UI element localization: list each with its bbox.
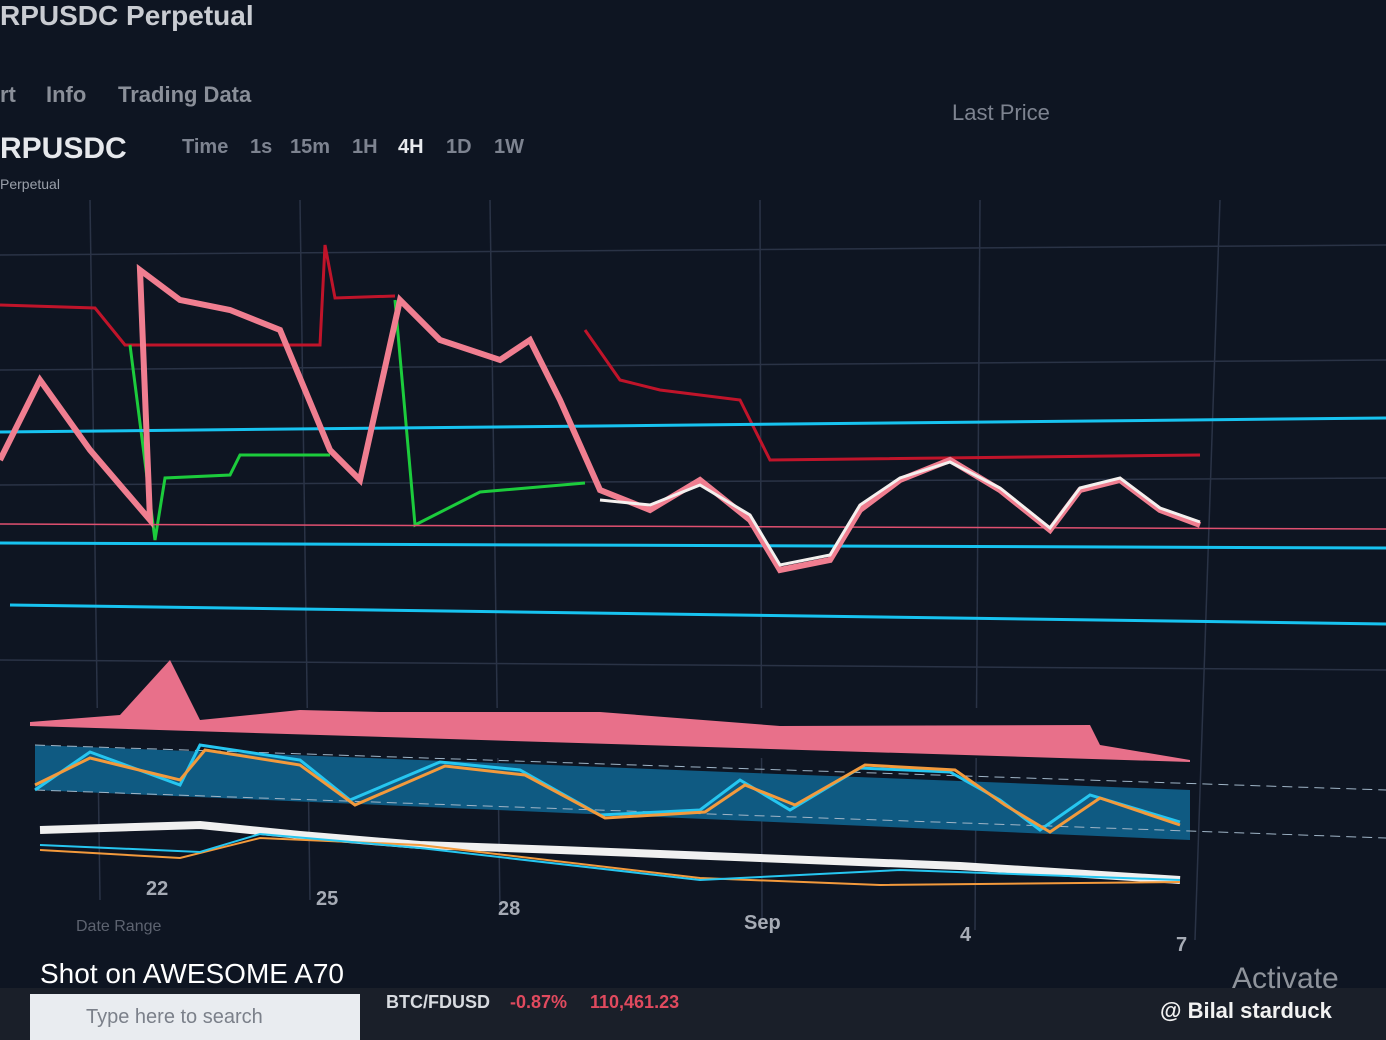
window-title: RPUSDC Perpetual xyxy=(0,0,254,31)
interval[interactable]: 4H xyxy=(398,136,424,158)
ticker-change: -0.87% xyxy=(510,992,568,1012)
activate-watermark: Activate xyxy=(1232,962,1339,995)
search-box[interactable]: Type here to search xyxy=(30,994,360,1040)
tab[interactable]: rt xyxy=(0,82,16,107)
price-path xyxy=(0,263,1202,574)
credit: @ Bilal starduck xyxy=(1160,998,1332,1023)
price-path-light xyxy=(599,460,1201,567)
x-label: 4 xyxy=(960,924,972,946)
indicator-lines xyxy=(0,244,1386,626)
ticker-price: 110,461.23 xyxy=(590,992,680,1012)
x-label: Sep xyxy=(744,912,781,934)
tab[interactable]: Trading Data xyxy=(118,82,252,107)
symbol[interactable]: RPUSDC xyxy=(0,132,127,165)
tab[interactable]: Info xyxy=(46,82,87,107)
x-label: 22 xyxy=(146,878,169,900)
symbol-subtitle: Perpetual xyxy=(0,176,60,192)
ticker-symbol: BTC/FDUSD xyxy=(386,992,490,1012)
interval[interactable]: Time xyxy=(182,136,229,158)
price-type[interactable]: Last Price xyxy=(952,100,1050,125)
interval[interactable]: 1H xyxy=(352,136,378,158)
interval[interactable]: 1s xyxy=(250,136,273,158)
x-label: 28 xyxy=(498,898,521,920)
interval[interactable]: 15m xyxy=(290,136,331,158)
date-range[interactable]: Date Range xyxy=(76,918,162,935)
camera-watermark: Shot on AWESOME A70 xyxy=(40,958,345,989)
interval[interactable]: 1D xyxy=(446,136,472,158)
x-label: 7 xyxy=(1176,934,1188,956)
oscillators xyxy=(34,743,1386,887)
interval[interactable]: 1W xyxy=(494,136,524,158)
x-label: 25 xyxy=(316,888,339,910)
